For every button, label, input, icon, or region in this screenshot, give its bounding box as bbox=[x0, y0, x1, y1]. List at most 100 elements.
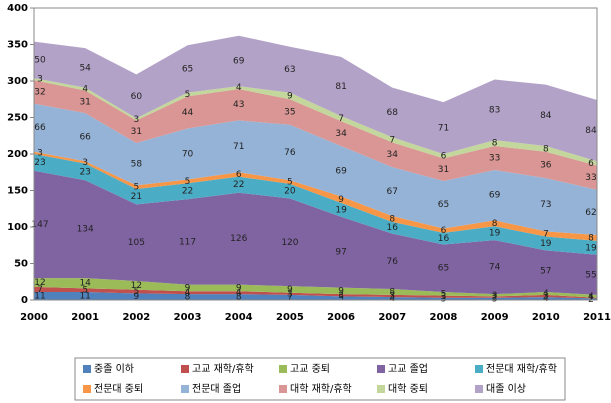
value-label: 71 bbox=[233, 142, 244, 152]
value-label: 76 bbox=[284, 148, 296, 158]
value-label: 134 bbox=[77, 225, 94, 235]
value-label: 8 bbox=[236, 293, 242, 303]
value-label: 34 bbox=[335, 129, 347, 139]
y-tick-label: 350 bbox=[7, 40, 28, 51]
area bbox=[34, 103, 597, 236]
value-label: 12 bbox=[131, 281, 142, 291]
legend-label: 전문대 재학/휴학 bbox=[486, 363, 557, 375]
value-label: 5 bbox=[133, 287, 139, 297]
value-label: 84 bbox=[540, 111, 552, 121]
x-tick-label: 2011 bbox=[583, 312, 611, 323]
legend-swatch bbox=[475, 365, 483, 373]
value-label: 3 bbox=[543, 291, 549, 301]
legend-label: 전문대 중퇴 bbox=[94, 383, 143, 395]
value-label: 3 bbox=[338, 291, 344, 301]
value-label: 5 bbox=[185, 90, 191, 100]
value-label: 16 bbox=[387, 223, 399, 233]
value-label: 76 bbox=[387, 257, 399, 267]
value-label: 5 bbox=[338, 294, 344, 304]
value-label: 19 bbox=[489, 229, 501, 239]
value-label: 5 bbox=[82, 286, 88, 296]
value-label: 23 bbox=[34, 158, 45, 168]
legend-swatch bbox=[377, 365, 385, 373]
value-label: 34 bbox=[387, 150, 399, 160]
value-label: 83 bbox=[489, 105, 500, 115]
value-label: 6 bbox=[441, 226, 447, 236]
value-label: 23 bbox=[79, 167, 90, 177]
value-label: 43 bbox=[233, 100, 244, 110]
value-label: 12 bbox=[34, 278, 45, 288]
value-label: 8 bbox=[389, 287, 395, 297]
value-label: 5 bbox=[287, 178, 293, 188]
value-label: 67 bbox=[387, 187, 398, 197]
value-label: 84 bbox=[585, 126, 597, 136]
legend-label: 대졸 이상 bbox=[486, 383, 526, 395]
y-tick-label: 250 bbox=[7, 113, 28, 124]
x-tick-label: 2010 bbox=[532, 312, 560, 323]
x-tick-label: 2004 bbox=[225, 312, 253, 323]
value-label: 69 bbox=[335, 167, 347, 177]
value-label: 4 bbox=[185, 288, 191, 298]
value-label: 3 bbox=[82, 158, 88, 168]
value-label: 69 bbox=[233, 56, 245, 66]
value-label: 9 bbox=[338, 286, 344, 296]
area bbox=[34, 80, 597, 190]
legend-swatch bbox=[83, 365, 91, 373]
value-label: 19 bbox=[585, 243, 597, 253]
value-label: 8 bbox=[492, 139, 498, 149]
value-label: 57 bbox=[540, 267, 551, 277]
value-label: 3 bbox=[441, 292, 447, 302]
legend-label: 대학 재학/휴학 bbox=[290, 383, 352, 395]
value-label: 3 bbox=[133, 115, 139, 125]
value-label: 16 bbox=[438, 234, 450, 244]
value-label: 5 bbox=[185, 177, 191, 187]
value-label: 31 bbox=[438, 165, 449, 175]
legend-label: 전문대 졸업 bbox=[192, 382, 241, 395]
value-label: 126 bbox=[230, 234, 247, 244]
legend-swatch bbox=[181, 365, 189, 373]
value-label: 7 bbox=[287, 293, 293, 303]
value-label: 74 bbox=[489, 263, 501, 273]
area bbox=[34, 170, 597, 295]
y-tick-label: 100 bbox=[7, 222, 28, 233]
value-label: 3 bbox=[441, 294, 447, 304]
value-label: 97 bbox=[335, 248, 346, 258]
value-label: 6 bbox=[588, 159, 594, 169]
area bbox=[34, 286, 597, 299]
legend-swatch bbox=[181, 385, 189, 393]
value-label: 7 bbox=[37, 285, 43, 295]
legend-swatch bbox=[83, 385, 91, 393]
y-tick-label: 200 bbox=[7, 149, 28, 160]
value-label: 8 bbox=[185, 293, 191, 303]
value-label: 2 bbox=[492, 293, 498, 303]
legend-label: 고교 중퇴 bbox=[290, 363, 330, 375]
value-label: 70 bbox=[182, 150, 194, 160]
plot-border bbox=[33, 7, 598, 301]
value-label: 9 bbox=[185, 283, 191, 293]
area bbox=[34, 278, 597, 298]
value-label: 120 bbox=[281, 238, 298, 248]
value-label: 36 bbox=[540, 160, 552, 170]
value-label: 1 bbox=[588, 294, 594, 304]
value-label: 105 bbox=[128, 238, 145, 248]
x-tick-label: 2001 bbox=[71, 312, 99, 323]
legend-label: 고교 졸업 bbox=[388, 362, 428, 375]
y-tick-label: 300 bbox=[7, 76, 28, 87]
value-label: 3 bbox=[492, 291, 498, 301]
x-tick-label: 2009 bbox=[481, 312, 509, 323]
value-label: 60 bbox=[131, 92, 143, 102]
y-tick-label: 400 bbox=[7, 3, 28, 14]
legend-box bbox=[74, 357, 566, 401]
value-label: 7 bbox=[389, 135, 395, 145]
value-label: 3 bbox=[389, 291, 395, 301]
legend-swatch bbox=[279, 385, 287, 393]
value-label: 7 bbox=[338, 114, 344, 124]
value-label: 4 bbox=[543, 294, 549, 304]
value-label: 3 bbox=[287, 289, 293, 299]
value-label: 3 bbox=[492, 294, 498, 304]
x-tick-label: 2002 bbox=[122, 312, 150, 323]
value-label: 50 bbox=[34, 55, 46, 65]
value-label: 20 bbox=[284, 187, 296, 197]
value-label: 117 bbox=[179, 237, 196, 247]
